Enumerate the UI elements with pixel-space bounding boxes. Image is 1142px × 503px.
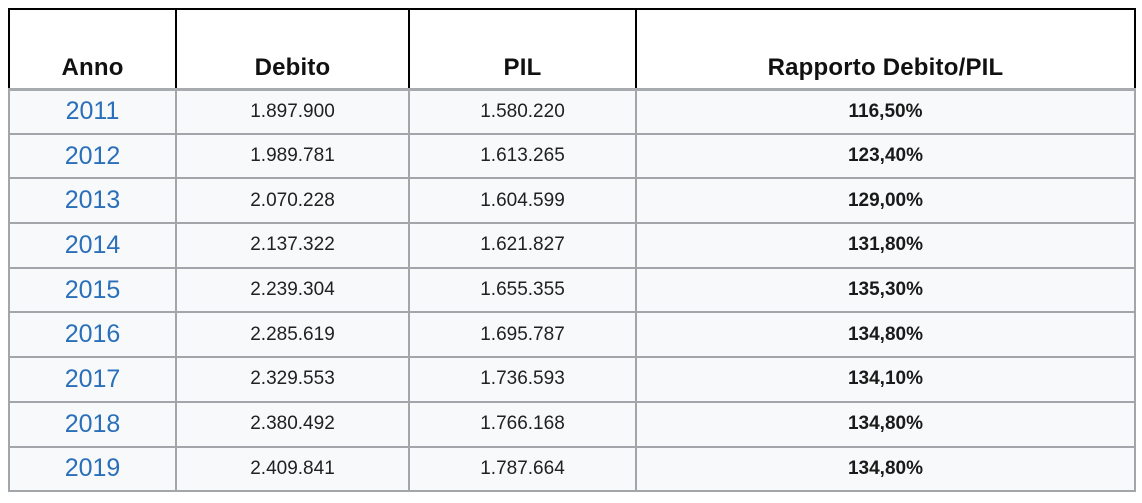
debito-cell: 2.239.304 [175,266,410,314]
table-row: 2019 2.409.841 1.787.664 134,80% [8,445,1136,493]
anno-cell: 2018 [8,400,177,448]
year-link[interactable]: 2011 [65,97,120,126]
pil-cell: 1.655.355 [408,266,637,314]
debito-cell: 1.989.781 [175,132,410,180]
pil-cell: 1.695.787 [408,311,637,359]
year-link[interactable]: 2017 [64,364,121,393]
anno-cell: 2016 [8,311,177,359]
pil-cell: 1.766.168 [408,400,637,448]
debito-cell: 2.285.619 [175,311,410,359]
table-row: 2017 2.329.553 1.736.593 134,10% [8,356,1136,403]
table-row: 2016 2.285.619 1.695.787 134,80% [8,311,1136,359]
rapporto-cell: 134,80% [635,400,1136,448]
rapporto-cell: 134,80% [635,445,1136,493]
pil-cell: 1.604.599 [408,177,637,225]
year-link[interactable]: 2015 [64,275,121,304]
rapporto-cell: 129,00% [635,177,1136,225]
col-header-debito: Debito [175,8,410,91]
year-link[interactable]: 2014 [64,230,121,259]
rapporto-cell: 116,50% [635,88,1136,135]
col-header-anno: Anno [8,8,177,91]
year-link[interactable]: 2019 [64,454,121,483]
pil-cell: 1.787.664 [408,445,637,493]
anno-cell: 2012 [8,132,177,180]
pil-cell: 1.736.593 [408,356,637,403]
col-header-pil: PIL [408,8,637,91]
pil-cell: 1.613.265 [408,132,637,180]
year-link[interactable]: 2018 [64,409,121,438]
year-link[interactable]: 2013 [64,186,121,215]
debito-cell: 2.329.553 [175,356,410,403]
rapporto-cell: 134,80% [635,311,1136,359]
anno-cell: 2014 [8,222,177,269]
pil-cell: 1.621.827 [408,222,637,269]
rapporto-cell: 135,30% [635,266,1136,314]
debito-cell: 2.070.228 [175,177,410,225]
debito-cell: 1.897.900 [175,88,410,135]
table-row: 2015 2.239.304 1.655.355 135,30% [8,266,1136,314]
header-row: Anno Debito PIL Rapporto Debito/PIL [8,8,1136,91]
year-link[interactable]: 2016 [64,320,121,349]
table-body: 2011 1.897.900 1.580.220 116,50% 2012 1.… [8,88,1136,493]
col-header-rapporto: Rapporto Debito/PIL [635,8,1136,91]
table-row: 2018 2.380.492 1.766.168 134,80% [8,400,1136,448]
anno-cell: 2017 [8,356,177,403]
table-row: 2012 1.989.781 1.613.265 123,40% [8,132,1136,180]
anno-cell: 2019 [8,445,177,493]
debito-cell: 2.409.841 [175,445,410,493]
debt-gdp-table: Anno Debito PIL Rapporto Debito/PIL 2011… [8,8,1136,493]
pil-cell: 1.580.220 [408,88,637,135]
table-row: 2013 2.070.228 1.604.599 129,00% [8,177,1136,225]
rapporto-cell: 134,10% [635,356,1136,403]
debito-cell: 2.137.322 [175,222,410,269]
anno-cell: 2011 [8,88,177,135]
anno-cell: 2015 [8,266,177,314]
rapporto-cell: 123,40% [635,132,1136,180]
table-row: 2011 1.897.900 1.580.220 116,50% [8,88,1136,135]
anno-cell: 2013 [8,177,177,225]
table-row: 2014 2.137.322 1.621.827 131,80% [8,222,1136,269]
rapporto-cell: 131,80% [635,222,1136,269]
year-link[interactable]: 2012 [64,141,121,170]
debito-cell: 2.380.492 [175,400,410,448]
